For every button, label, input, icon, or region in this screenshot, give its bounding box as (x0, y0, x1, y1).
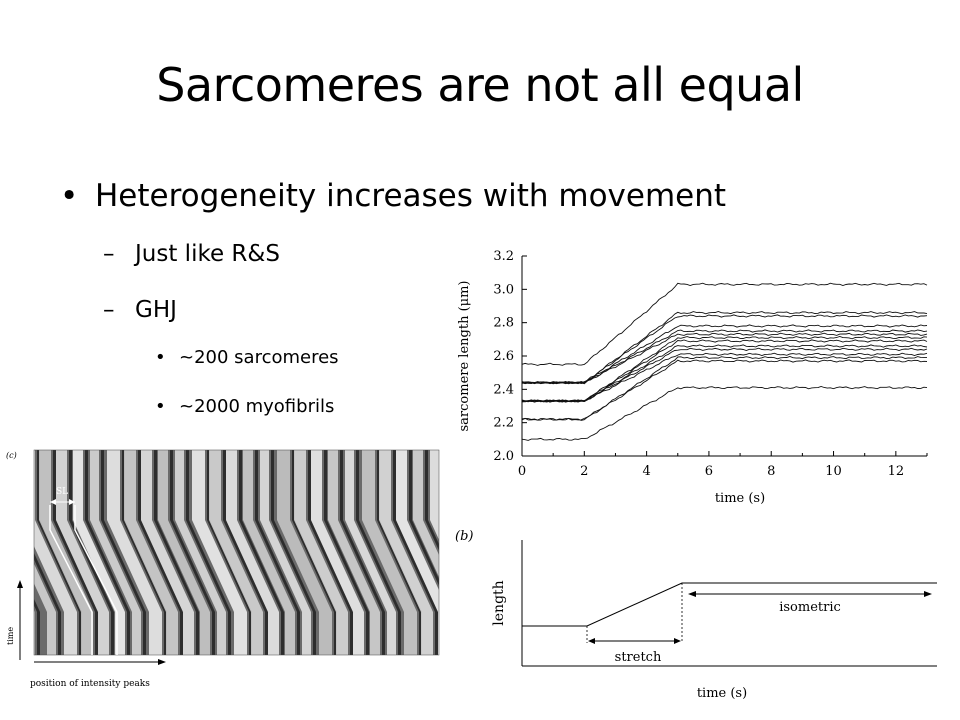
intensity-stripe (260, 450, 311, 655)
intensity-stripe-dark (409, 450, 439, 586)
sarcomere-series-line (521, 344, 928, 403)
intensity-stripe (396, 450, 439, 655)
sl-arrowhead (69, 499, 75, 505)
x-axis-title: time (s) (715, 491, 765, 506)
bullet-mark: – (103, 241, 115, 267)
time-axis-arrowhead (17, 580, 23, 588)
intensity-stripe (243, 450, 295, 655)
chart-series (521, 282, 928, 441)
y-tick-label: 2.2 (493, 416, 514, 431)
micrograph-stripes (0, 450, 439, 655)
intensity-stripe (192, 450, 247, 655)
stretch-arrowhead (674, 638, 681, 644)
intensity-stripe (124, 450, 178, 655)
intensity-stripe (107, 450, 162, 655)
bullet-text: GHJ (135, 297, 177, 323)
bullet-mark: • (155, 347, 166, 368)
bullet-text: Just like R&S (135, 241, 280, 267)
intensity-stripe (362, 450, 417, 655)
intensity-stripe (34, 609, 35, 655)
intensity-stripe-dark (425, 450, 439, 551)
panel-label-b: (b) (455, 529, 473, 544)
intensity-stripe (34, 450, 77, 655)
intensity-stripe (56, 450, 109, 655)
intensity-stripe (175, 450, 226, 655)
intensity-stripe (0, 450, 3, 655)
y-tick-label: 3.2 (493, 249, 514, 264)
position-axis-label: position of intensity peaks (30, 679, 150, 689)
position-axis-arrowhead (158, 659, 166, 665)
micrograph-frame (33, 449, 440, 656)
intensity-stripe (226, 450, 279, 655)
y-tick-label: 2.0 (493, 449, 514, 464)
bullet-text: ~200 sarcomeres (179, 347, 339, 368)
intensity-stripe (345, 450, 396, 655)
sarcomere-length-chart: 0 2 4 6 8 10 122.02.22.42.62.83.03.2 time (s) … (457, 249, 928, 506)
time-axis-label: time (6, 627, 15, 645)
sarcomere-series-line (521, 329, 928, 385)
sarcomere-series-line (521, 332, 928, 385)
isometric-arrowhead (688, 591, 696, 597)
protocol-length-line (522, 582, 937, 627)
bullet-mark: • (155, 396, 166, 417)
x-tick-label: 0 (518, 464, 526, 479)
tracked-peak-line (49, 505, 93, 655)
sl-arrowhead (50, 499, 56, 505)
intensity-stripe (158, 450, 210, 655)
panel-label-c: (c) (6, 451, 17, 460)
sl-label: SL (56, 487, 68, 497)
stretch-protocol-figure: (b) stretch isometric length time (s) (455, 529, 937, 701)
protocol-x-label: time (s) (697, 686, 747, 701)
intensity-stripe (39, 450, 93, 655)
y-tick-label: 2.6 (493, 349, 514, 364)
x-tick-label: 2 (580, 464, 588, 479)
y-tick-label: 2.4 (493, 382, 514, 397)
sarcomere-series-line (521, 282, 928, 366)
slide-title: Sarcomeres are not all equal (156, 58, 804, 112)
y-tick-label: 2.8 (493, 316, 514, 331)
y-tick-label: 3.0 (493, 282, 514, 297)
intensity-stripe-dark (34, 598, 40, 655)
x-tick-label: 12 (888, 464, 905, 479)
intensity-peaks-figure: SL (c) time position of intensity peaks (0, 449, 440, 689)
isometric-label: isometric (779, 600, 841, 615)
intensity-stripe-dark (0, 450, 8, 655)
sarcomere-series-line (521, 311, 928, 385)
x-tick-label: 8 (767, 464, 775, 479)
bullet-text: ~2000 myofibrils (179, 396, 335, 417)
intensity-stripe (90, 450, 141, 655)
isometric-arrowhead (924, 591, 932, 597)
sarcomere-series-line (521, 386, 928, 441)
sarcomere-series-line (521, 359, 928, 421)
intensity-stripe (141, 450, 194, 655)
x-tick-label: 10 (825, 464, 842, 479)
protocol-y-label: length (491, 580, 507, 625)
chart-ticks: 0 2 4 6 8 10 12 2.0 2.2 2.4 2.6 2.8 3.0 3.2 (493, 249, 928, 479)
intensity-stripe (209, 450, 263, 655)
intensity-stripe (34, 563, 56, 655)
intensity-stripe (413, 450, 439, 577)
intensity-stripe-dark (34, 552, 61, 655)
bullet-mark: – (103, 297, 115, 323)
intensity-stripe (328, 450, 380, 655)
tracked-peak-line (74, 505, 118, 655)
x-tick-label: 4 (642, 464, 650, 479)
stretch-arrowhead (588, 638, 595, 644)
sarcomere-series-line (521, 347, 928, 403)
y-axis-title: sarcomere length (μm) (457, 281, 472, 432)
intensity-stripe (430, 450, 439, 540)
sarcomere-series-line (521, 352, 928, 403)
intensity-stripe (0, 450, 19, 655)
bullet-text: Heterogeneity increases with movement (95, 178, 727, 214)
intensity-stripe (311, 450, 364, 655)
stretch-label: stretch (615, 650, 662, 665)
bullet-mark: • (60, 178, 79, 214)
intensity-stripe (379, 450, 433, 655)
x-tick-label: 6 (705, 464, 713, 479)
intensity-stripe (277, 450, 332, 655)
intensity-stripe (294, 450, 348, 655)
